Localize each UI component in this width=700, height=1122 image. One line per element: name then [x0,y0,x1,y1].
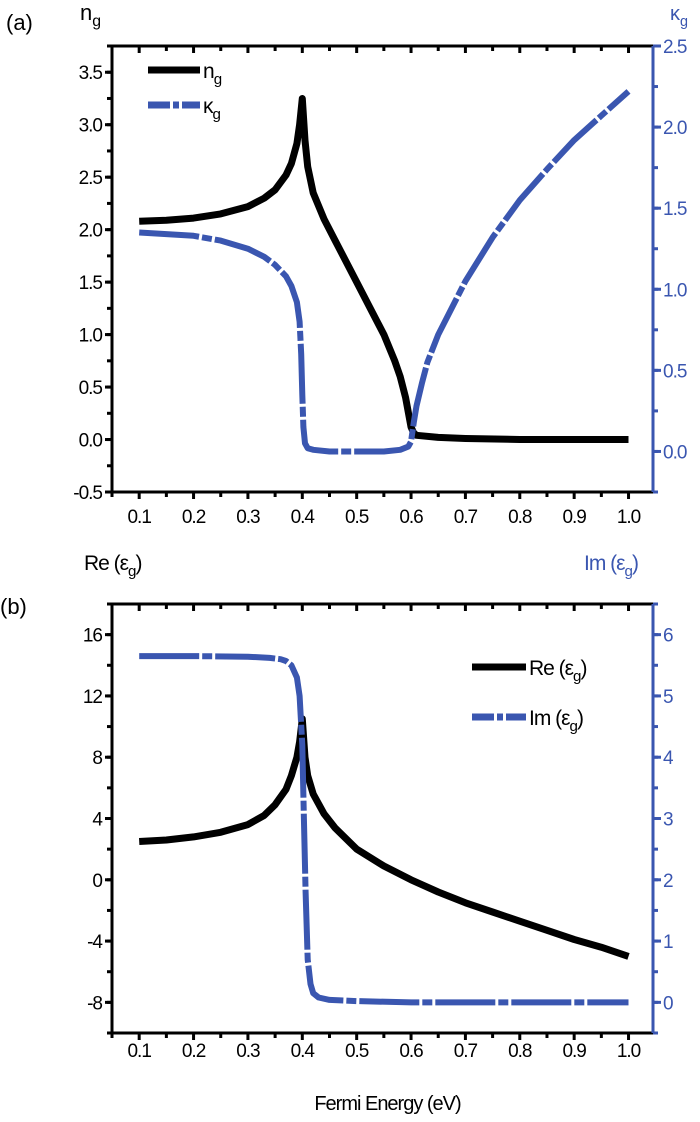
x-tick-label: 0.5 [345,507,369,528]
series-group [139,653,630,1006]
x-tick-label: 0.7 [454,1041,478,1062]
label-tail: ) [580,657,586,680]
series-line-1 [139,89,631,455]
label-subscript: g [213,106,221,123]
x-tick-label: 0.3 [236,507,260,528]
x-tick-label: 0.1 [127,507,151,528]
label-subscript: g [128,563,136,580]
y-left-tick-label: 12 [83,687,103,708]
y-left-tick-label: 1.0 [79,326,103,347]
label-subscript: g [573,668,581,685]
label-subscript: g [680,14,688,30]
y-right-tick-label: 1.5 [663,199,687,220]
y-left-axis-title: ng [80,0,101,30]
label-main: κ [670,3,681,25]
panel-b: (b) 0.1 0.2 0.3 0.4 0.5 0.6 0.7 0.8 0.9 1.0 Fermi E… [0,594,675,1115]
x-tick-label: 0.2 [182,1041,206,1062]
y-right-axis-title: Im (εg) [584,552,638,580]
y-right-tick-label: 3 [663,810,673,831]
x-tick-label: 0.2 [182,507,206,528]
legend: Re (εg)Im (εg) [472,657,587,735]
y-left-tick-label: 16 [83,626,103,647]
label-main: Re (ε [529,657,574,680]
y-right-tick-label: 5 [663,687,673,708]
legend-label-1: κg [203,95,221,123]
y-left-tick-label: 3.5 [79,63,103,84]
y-left-tick-label: 0 [92,871,102,892]
x-tick-label: 0.1 [127,1041,151,1062]
label-subscript: g [92,13,101,30]
series-line-0 [139,715,630,960]
x-tick-label: 0.6 [399,1041,423,1062]
label-tail: ) [632,552,638,575]
x-tick-label: 0.9 [562,1041,586,1062]
y-left-tick-label: 4 [92,810,103,831]
y-right-tick-label: 6 [663,626,673,647]
y-right-tick-label: 0 [663,993,673,1014]
label-main: Im (ε [529,707,570,730]
x-tick-label: 0.5 [345,1041,369,1062]
x-tick-label: 1.0 [617,1041,641,1062]
legend-label-0: ng [203,60,222,88]
x-tick-label: 1.0 [617,507,641,528]
y-left-tick-label: -4 [87,932,103,953]
legend-label-1: Im (εg) [529,707,583,735]
label-subscript: g [570,718,578,735]
y-right-tick-label: 1 [663,932,673,953]
label-subscript: g [214,71,222,88]
y-right-tick-label: 2.5 [663,37,687,58]
x-tick-label: 0.8 [508,507,532,528]
label-subscript: g [625,563,633,580]
y-left-tick-label: 0.5 [79,378,103,399]
x-tick-label: 0.4 [291,507,316,528]
y-left-tick-label: 8 [92,748,102,769]
label-main: κ [203,95,214,118]
y-right-tick-label: 0.5 [663,361,687,382]
y-left-tick-label: 2.0 [79,221,103,242]
label-main: n [203,60,214,83]
y-right-axis-title: κg [670,3,688,30]
x-tick-label: 0.7 [454,507,478,528]
x-axis-title: Fermi Energy (eV) [314,1093,461,1115]
y-left-tick-label: 3.0 [79,116,103,137]
series-group [139,89,631,455]
y-left-tick-label: -0.5 [73,483,102,504]
x-tick-label: 0.8 [508,1041,532,1062]
panel-label: (b) [0,594,27,619]
panel-label: (a) [6,10,33,35]
y-right-tick-label: 2 [663,871,673,892]
panel-a: (a) 0.1 0.2 0.3 0.4 0.5 0.6 0.7 0.8 0.9 1.0 -0.5 0.0… [6,0,688,528]
x-tick-label: 0.3 [236,1041,260,1062]
label-tail: ) [135,552,141,575]
label-main: Im (ε [584,552,625,575]
x-tick-label: 0.9 [562,507,586,528]
legend-label-0: Re (εg) [529,657,586,685]
label-main: n [80,0,92,25]
y-left-tick-label: -8 [87,993,102,1014]
series-line-0 [139,95,629,443]
y-right-tick-label: 1.0 [663,280,687,301]
y-right-tick-label: 2.0 [663,118,687,139]
x-tick-label: 0.4 [291,1041,316,1062]
y-left-axis-title: Re (εg) [84,552,141,580]
label-tail: ) [577,707,583,730]
y-left-tick-label: 0.0 [79,431,103,452]
y-right-tick-label: 0.0 [663,442,687,463]
x-tick-label: 0.6 [399,507,423,528]
label-main: Re (ε [84,552,129,575]
y-left-tick-label: 2.5 [79,168,103,189]
y-left-tick-label: 1.5 [79,273,103,294]
y-right-tick-label: 4 [663,748,674,769]
